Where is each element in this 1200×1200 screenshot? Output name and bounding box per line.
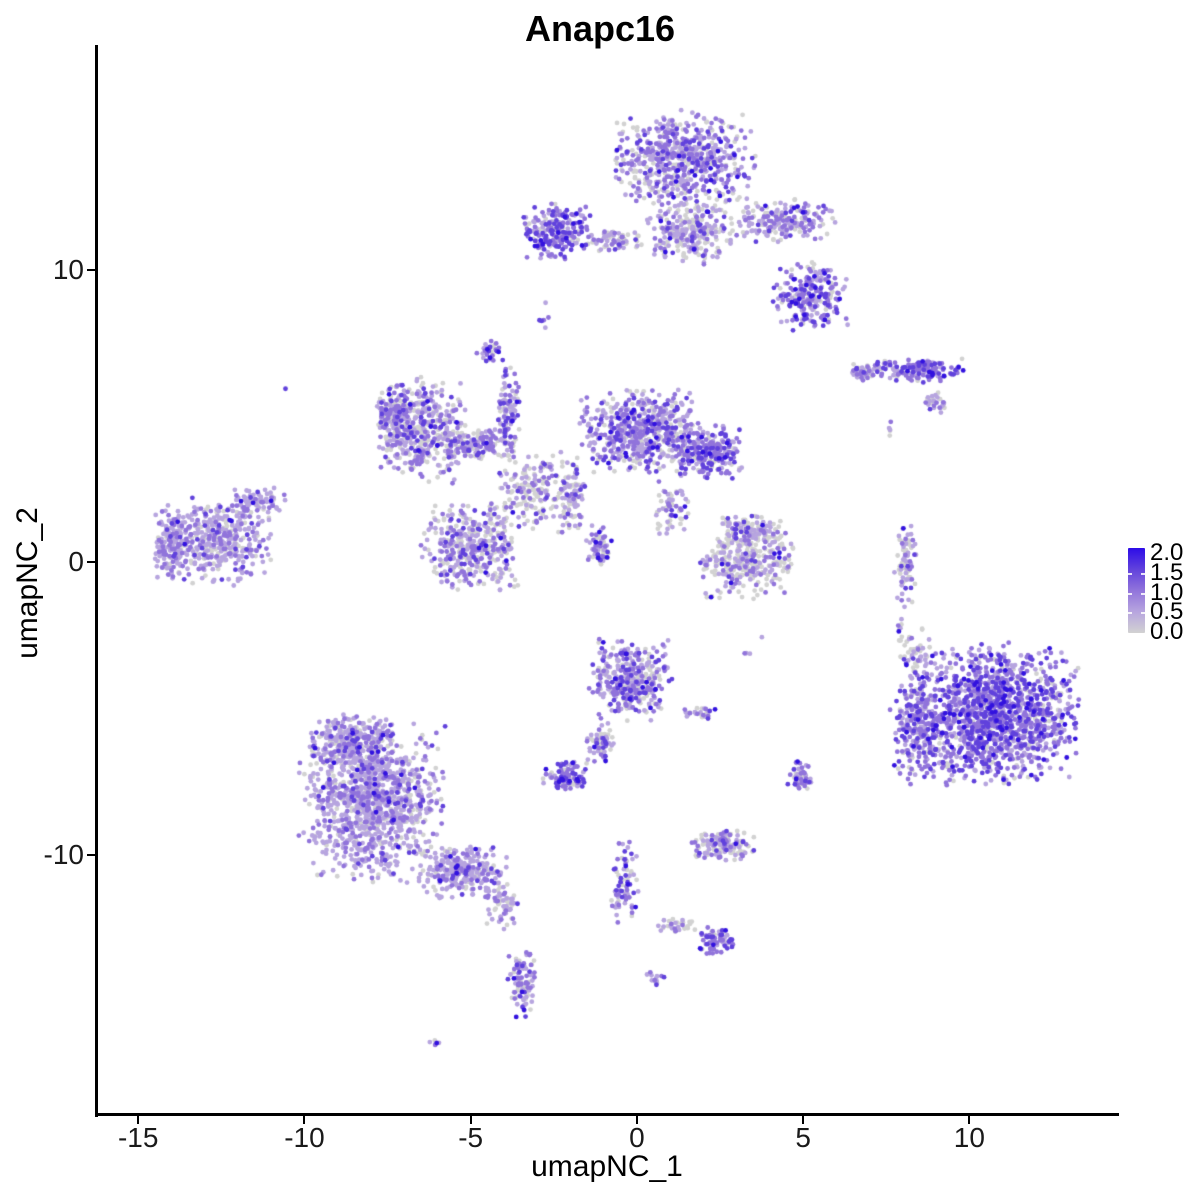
legend-label: 1.5 xyxy=(1150,558,1184,586)
y-axis-title: umapNC_2 xyxy=(11,507,44,659)
legend-bar-tick xyxy=(1128,572,1132,575)
y-tick-mark xyxy=(87,853,95,856)
legend-label: 2.0 xyxy=(1150,539,1184,566)
y-tick-mark xyxy=(87,269,95,272)
legend-bar-tick xyxy=(1128,592,1132,595)
legend-label: 0.0 xyxy=(1150,618,1184,645)
x-tick-mark xyxy=(802,1116,805,1124)
legend-colorbar xyxy=(1128,548,1145,633)
x-tick-mark xyxy=(303,1116,306,1124)
y-tick-mark xyxy=(87,561,95,564)
legend-bar-tick xyxy=(1141,612,1145,615)
y-tick-label: 10 xyxy=(52,254,84,286)
x-tick-mark xyxy=(469,1116,472,1124)
y-axis-line xyxy=(95,45,98,1117)
y-tick-label: 0 xyxy=(68,546,84,578)
legend-label: 0.5 xyxy=(1150,598,1184,626)
x-tick-label: -5 xyxy=(458,1122,484,1153)
x-axis-line xyxy=(95,1113,1119,1116)
chart-title: Anapc16 xyxy=(524,8,676,49)
legend-bar-tick xyxy=(1128,612,1132,615)
x-tick-label: 5 xyxy=(795,1122,811,1153)
x-tick-label: -10 xyxy=(284,1122,325,1153)
x-tick-label: 0 xyxy=(629,1122,645,1153)
legend-bar-tick xyxy=(1141,572,1145,575)
x-tick-mark xyxy=(635,1116,638,1124)
x-axis-title: umapNC_1 xyxy=(531,1150,683,1183)
y-tick-label: -10 xyxy=(43,838,84,870)
legend-bar-tick xyxy=(1141,592,1145,595)
x-tick-mark xyxy=(968,1116,971,1124)
x-tick-mark xyxy=(137,1116,140,1124)
x-tick-label: 10 xyxy=(953,1122,985,1153)
x-tick-label: -15 xyxy=(117,1122,159,1153)
legend-label: 1.0 xyxy=(1150,578,1184,606)
